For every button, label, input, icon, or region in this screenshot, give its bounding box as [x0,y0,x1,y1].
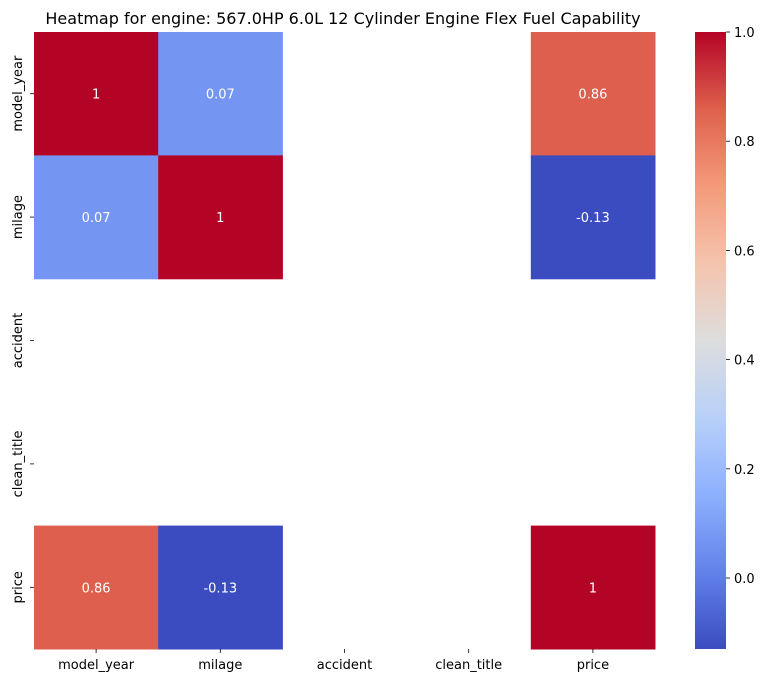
x-tick-label-milage: milage [198,658,242,673]
cell-value-milage-model_year: 0.07 [82,211,111,226]
heatmap-cell-price-model_year [34,525,159,650]
cell-value-model_year-model_year: 1 [92,88,100,103]
x-axis: model_year milage accident clean_title price [58,649,609,673]
cell-value-price-price: 1 [589,581,597,596]
y-tick-label-milage: milage [11,195,26,239]
cell-value-milage-price: -0.13 [576,211,610,226]
y-tick-label-accident: accident [11,313,26,368]
heatmap-cell-milage-milage [158,155,283,280]
heatmap-cell-price-price [530,525,656,650]
colorbar-gradient [695,32,726,649]
colorbar-tick-label-5: 1.0 [734,26,755,41]
y-tick-label-price: price [11,571,26,603]
cell-value-model_year-milage: 0.07 [206,88,235,103]
heatmap-cells [34,32,656,650]
cell-value-price-model_year: 0.86 [82,581,111,596]
cell-value-model_year-price: 0.86 [578,88,607,103]
heatmap-cell-milage-price [530,155,656,280]
y-tick-label-model_year: model_year [11,55,26,132]
colorbar-tick-label-3: 0.6 [734,244,755,259]
colorbar-tick-label-2: 0.4 [734,354,755,369]
cell-value-price-milage: -0.13 [203,581,237,596]
x-tick-label-clean_title: clean_title [435,658,502,673]
heatmap-cell-model_year-milage [158,32,283,156]
heatmap-cell-model_year-price [530,32,656,156]
x-tick-label-price: price [577,658,609,673]
colorbar-tick-label-0: 0.0 [734,572,755,587]
heatmap-cell-model_year-model_year [34,32,159,156]
y-tick-label-clean_title: clean_title [11,430,26,497]
cell-value-milage-milage: 1 [216,211,224,226]
heatmap-annotations: 1 0.07 0.86 0.07 1 -0.13 0.86 -0.13 1 [82,88,610,597]
heatmap-cell-price-milage [158,525,283,650]
x-tick-label-accident: accident [317,658,372,673]
heatmap-cell-milage-model_year [34,155,159,280]
chart-title: Heatmap for engine: 567.0HP 6.0L 12 Cyli… [45,9,640,28]
colorbar: 0.0 0.2 0.4 0.6 0.8 1.0 [695,26,755,649]
colorbar-tick-label-1: 0.2 [734,463,755,478]
colorbar-tick-label-4: 0.8 [734,135,755,150]
x-tick-label-model_year: model_year [58,658,135,673]
